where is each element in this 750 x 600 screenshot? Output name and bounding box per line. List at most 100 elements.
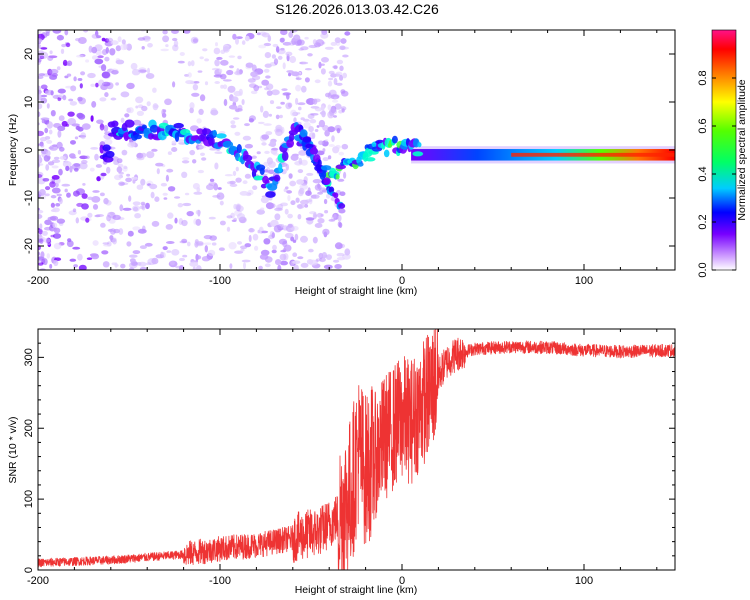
spectrogram-noise-blob (69, 101, 78, 106)
spectrogram-noise-blob (293, 117, 297, 123)
spectrogram-noise-blob (332, 65, 338, 69)
spectrogram-noise-blob (138, 261, 147, 267)
spectrogram-ridge-blob (412, 151, 424, 157)
spectrogram-noise-blob (327, 80, 333, 87)
spectrogram-noise-blob (333, 259, 340, 263)
colorbar-tick-label: 0.8 (697, 70, 709, 85)
spectrogram-noise-blob (245, 62, 254, 68)
spectrogram-noise-blob (38, 38, 43, 43)
spectrogram-noise-blob (73, 190, 80, 197)
spectrogram-noise-blob (181, 160, 190, 164)
spectrogram-noise-blob (325, 92, 331, 98)
spectrogram-ridge-blob (149, 124, 159, 133)
spectrogram-noise-blob (290, 71, 300, 77)
spectrogram-noise-blob (166, 241, 175, 244)
spectrogram-x-ticks: -200 -100 0 100 (27, 30, 658, 287)
spectrogram-noise-blob (85, 217, 90, 223)
spectrogram-noise-blob (46, 139, 53, 144)
spectrogram-noise-blob (64, 30, 69, 36)
spectrogram-noise-blob (141, 203, 146, 211)
spectrogram-noise-blob (300, 159, 308, 166)
spectrogram-noise-blob (280, 47, 285, 51)
spectrogram-noise-blob (39, 141, 44, 147)
spectrogram-ridge-blob (102, 144, 111, 152)
snr-y-ticks: 300 200 100 0 (23, 342, 675, 573)
spectrogram-noise-blob (203, 235, 213, 240)
spectrogram-noise-blob (336, 128, 341, 134)
spectrogram-noise-blob (266, 157, 273, 165)
spectrogram-noise-blob (195, 218, 202, 226)
spectrogram-ridge-blob (302, 136, 311, 143)
spectrogram-noise-blob (290, 200, 296, 206)
spectrogram-noise-blob (118, 228, 124, 235)
spectrogram-noise-blob (165, 174, 169, 182)
spectrogram-noise-blob (70, 140, 76, 145)
spectrogram-noise-blob (39, 55, 45, 60)
spectrogram-noise-blob (263, 238, 271, 245)
spectrogram-noise-blob (298, 150, 307, 156)
spectrogram-noise-blob (210, 107, 218, 115)
spectrogram-noise-blob (344, 31, 351, 36)
spectrogram-ridge-blob (105, 150, 115, 158)
spectrogram-noise-blob (67, 238, 72, 243)
snr-frame (37, 328, 676, 571)
spectrogram-noise-blob (127, 107, 134, 114)
spectrogram-noise-blob (264, 150, 270, 154)
spectrogram-noise-blob (72, 208, 77, 213)
spectrogram-noise-blob (204, 245, 208, 253)
spectrogram-noise-blob (139, 205, 145, 210)
spectrogram-noise-blob (152, 103, 159, 111)
spectrogram-noise-blob (198, 108, 204, 115)
colorbar-tick-label: 0.4 (697, 166, 709, 181)
spectrogram-noise-blob (38, 103, 43, 110)
spectrogram-noise-blob (181, 171, 188, 178)
spectrogram-noise-blob (141, 46, 145, 50)
spectrogram-noise-blob (260, 196, 269, 204)
spectrogram-noise-blob (196, 265, 202, 270)
spectrogram-noise-blob (261, 32, 270, 38)
spectrogram-noise-blob (260, 230, 269, 234)
spectrogram-noise-blob (140, 178, 146, 186)
spectrogram-ridge-blob (260, 183, 267, 189)
spectrogram-noise-blob (130, 62, 138, 70)
spectrogram-noise-blob (67, 111, 75, 117)
spectrogram-noise-blob (145, 73, 155, 79)
spectrogram-noise-blob (171, 249, 180, 256)
spectrogram-noise-blob (231, 219, 237, 222)
spectrogram-noise-blob (140, 152, 147, 158)
spectrogram-noise-blob (197, 70, 203, 73)
spectrogram-noise-blob (166, 168, 174, 173)
spectrogram-noise-blob (213, 47, 221, 55)
spectrogram-noise-blob (163, 197, 168, 200)
spectrogram-noise-blob (280, 224, 285, 228)
spectrogram-noise-blob (49, 68, 59, 75)
spectrogram-noise-blob (334, 264, 342, 269)
spectrogram-noise-blob (298, 187, 305, 195)
spectrogram-noise-blob (215, 42, 218, 47)
spectrogram-noise-blob (241, 259, 251, 263)
spectrogram-noise-blob (38, 111, 41, 118)
spectrogram-noise-blob (50, 209, 57, 213)
spectrogram-noise-blob (45, 164, 50, 171)
spectrogram-noise-blob (263, 42, 272, 47)
spectrogram-noise-blob (174, 196, 181, 199)
spectrogram-noise-blob (327, 126, 336, 133)
spectrogram-ridge-blob (111, 120, 119, 128)
spectrogram-noise-blob (44, 219, 52, 226)
spectrogram-noise-blob (147, 67, 150, 75)
spectrogram-noise-blob (50, 234, 55, 238)
spectrogram-noise-blob (316, 212, 323, 218)
spectrogram-noise-blob (100, 222, 106, 228)
spectrogram-noise-blob (242, 135, 252, 141)
spectrogram-noise-blob (52, 30, 62, 34)
spectrogram-noise-blob (223, 79, 232, 82)
spectrogram-noise-blob (77, 126, 84, 132)
spectrogram-noise-blob (200, 152, 205, 156)
spectrogram-noise-blob (70, 85, 77, 92)
spectrogram-noise-blob (126, 43, 132, 51)
spectrogram-noise-blob (81, 193, 88, 199)
spectrogram-ridge-blob (278, 162, 283, 173)
spectrogram-noise-blob (56, 34, 64, 41)
spectrogram-noise-blob (343, 171, 347, 179)
